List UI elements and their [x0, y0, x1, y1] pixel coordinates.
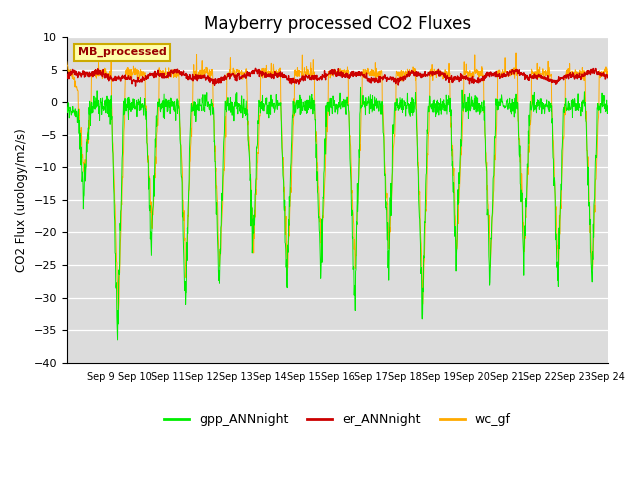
Y-axis label: CO2 Flux (urology/m2/s): CO2 Flux (urology/m2/s)	[15, 128, 28, 272]
Text: MB_processed: MB_processed	[77, 47, 166, 57]
Legend: gpp_ANNnight, er_ANNnight, wc_gf: gpp_ANNnight, er_ANNnight, wc_gf	[159, 408, 516, 431]
Title: Mayberry processed CO2 Fluxes: Mayberry processed CO2 Fluxes	[204, 15, 471, 33]
